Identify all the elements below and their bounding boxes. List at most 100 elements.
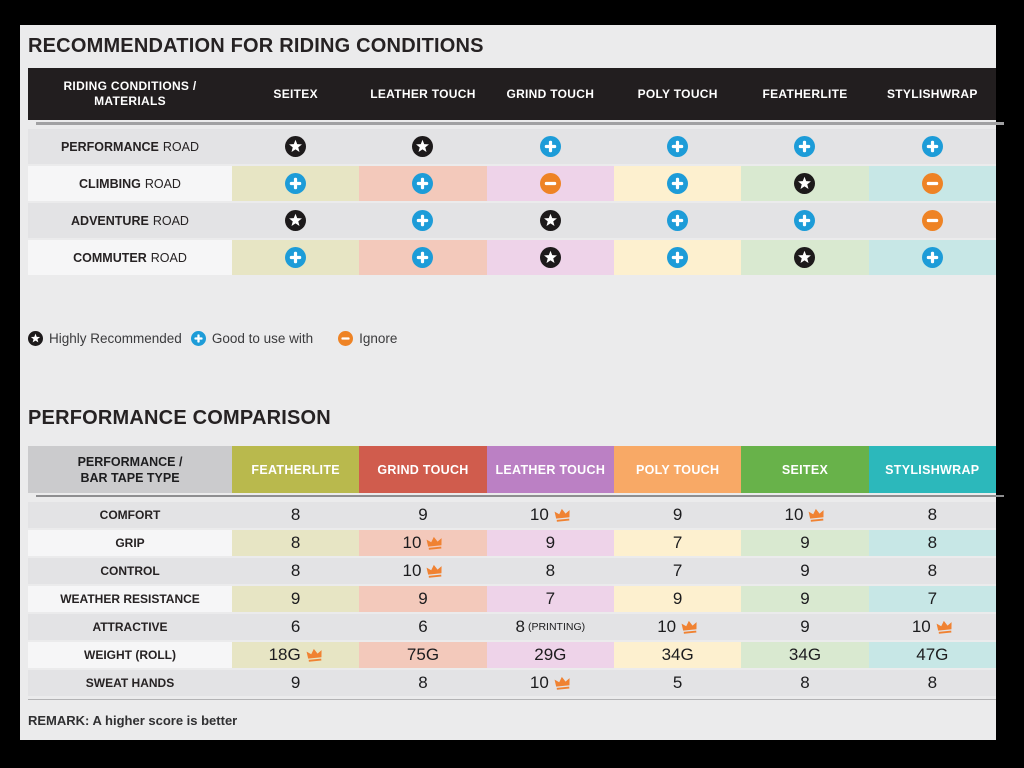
performance-comparison-table: PERFORMANCE / BAR TAPE TYPE FEATHERLITE …	[28, 446, 1004, 696]
score-cell: 9	[486, 530, 614, 556]
plus-icon	[868, 129, 996, 164]
crown-icon	[426, 564, 443, 578]
score-value: 9	[672, 505, 683, 524]
crown-icon	[808, 508, 825, 522]
score-value: 7	[672, 533, 683, 552]
minus-icon	[868, 166, 996, 201]
score-cell: 8	[486, 558, 614, 584]
header-cell-riding-conditions: RIDING CONDITIONS / MATERIALS	[63, 79, 197, 108]
riding-conditions-table: RIDING CONDITIONS / MATERIALS SEITEX LEA…	[28, 68, 1004, 275]
riding-conditions-header-row: RIDING CONDITIONS / MATERIALS SEITEX LEA…	[28, 68, 996, 120]
score-value: 9	[290, 673, 301, 692]
score-value: 34G	[661, 645, 694, 664]
plus-icon	[741, 129, 869, 164]
score-value: 8	[927, 505, 938, 524]
score-value: 8	[515, 617, 525, 636]
row-label-bold: ADVENTURE	[71, 213, 149, 228]
cell-suffix: (PRINTING)	[527, 621, 586, 633]
minus-icon	[486, 166, 614, 201]
row-label: SWEAT HANDS	[28, 670, 232, 696]
row-label-bold: CLIMBING	[79, 176, 141, 191]
score-value: 7	[545, 589, 556, 608]
crown-icon	[554, 676, 571, 690]
header-cell-stylishwrap: STYLISHWRAP	[868, 446, 996, 493]
score-cell: 34G	[741, 642, 869, 668]
score-value: 9	[672, 589, 683, 608]
table-row-attractive: ATTRACTIVE 6 6 8 (PRINTING) 10 9 10	[28, 614, 996, 640]
score-cell: 10	[741, 502, 869, 528]
row-label: COMMUTER ROAD	[28, 240, 232, 275]
minus-icon	[338, 331, 359, 346]
score-value: 10	[529, 505, 549, 524]
row-label-rest: ROAD	[162, 139, 200, 154]
score-value: 10	[402, 561, 422, 580]
table-row-adventure-road: ADVENTURE ROAD	[28, 203, 996, 238]
star-icon	[486, 240, 614, 275]
score-cell: 7	[613, 558, 742, 584]
score-value: 8	[927, 673, 938, 692]
table-row-grip: GRIP 8 10 9 7 9 8	[28, 530, 996, 556]
crown-icon	[554, 508, 571, 522]
section1-title: RECOMMENDATION FOR RIDING CONDITIONS	[28, 35, 484, 57]
plus-icon	[613, 129, 742, 164]
score-cell: 5	[613, 670, 742, 696]
score-value: 8	[927, 533, 938, 552]
row-label: CONTROL	[28, 558, 232, 584]
table-row-commuter-road: COMMUTER ROAD	[28, 240, 996, 275]
legend-item-good-to-use-with: Good to use with	[190, 331, 313, 346]
score-cell: 8 (PRINTING)	[486, 614, 614, 640]
header-cell-stylishwrap: STYLISHWRAP	[886, 86, 978, 101]
score-cell: 9	[613, 586, 742, 612]
score-cell: 10	[868, 614, 996, 640]
score-value: 10	[911, 617, 931, 636]
score-value: 7	[927, 589, 938, 608]
score-value: 8	[290, 505, 301, 524]
score-value: 9	[800, 561, 810, 580]
header-cell-featherlite: FEATHERLITE	[232, 446, 360, 493]
score-value: 8	[545, 561, 556, 580]
row-label-rest: ROAD	[150, 250, 187, 265]
score-cell: 7	[868, 586, 996, 612]
score-value: 9	[545, 533, 556, 552]
score-cell: 9	[741, 530, 869, 556]
score-cell: 6	[232, 614, 360, 640]
plus-icon	[190, 331, 212, 346]
plus-icon	[868, 240, 996, 275]
score-value: 9	[290, 589, 301, 608]
score-value: 8	[290, 533, 301, 552]
score-cell: 34G	[613, 642, 742, 668]
score-cell: 8	[232, 502, 360, 528]
table-row-performance-road: PERFORMANCE ROAD	[28, 129, 996, 164]
header-cell-poly-touch: POLY TOUCH	[613, 446, 742, 493]
section2-title: PERFORMANCE COMPARISON	[28, 407, 331, 429]
score-cell: 9	[613, 502, 742, 528]
score-cell: 7	[486, 586, 614, 612]
header-cell-seitex: SEITEX	[273, 86, 318, 101]
plus-icon	[232, 166, 360, 201]
score-value: 8	[927, 561, 938, 580]
score-cell: 6	[359, 614, 487, 640]
legend-label: Highly Recommended	[49, 331, 182, 346]
score-cell: 75G	[359, 642, 487, 668]
star-icon	[359, 129, 487, 164]
score-value: 5	[672, 673, 683, 692]
crown-icon	[306, 648, 323, 662]
score-cell: 10	[486, 502, 614, 528]
score-cell: 8	[741, 670, 869, 696]
score-cell: 8	[868, 558, 996, 584]
row-label: PERFORMANCE ROAD	[28, 129, 232, 164]
header-cell-leather-touch: LEATHER TOUCH	[486, 446, 614, 493]
plus-icon	[232, 240, 360, 275]
score-cell: 29G	[486, 642, 614, 668]
score-cell: 8	[359, 670, 487, 696]
score-cell: 10	[359, 558, 487, 584]
plus-icon	[613, 240, 742, 275]
row-label: GRIP	[28, 530, 232, 556]
score-value: 10	[657, 617, 677, 636]
table-row-control: CONTROL 8 10 8 7 9 8	[28, 558, 996, 584]
score-value: 29G	[534, 645, 567, 664]
minus-icon	[868, 203, 996, 238]
table-row-sweat-hands: SWEAT HANDS 9 8 10 5 8 8	[28, 670, 996, 696]
score-value: 9	[418, 505, 428, 524]
crown-icon	[936, 620, 953, 634]
